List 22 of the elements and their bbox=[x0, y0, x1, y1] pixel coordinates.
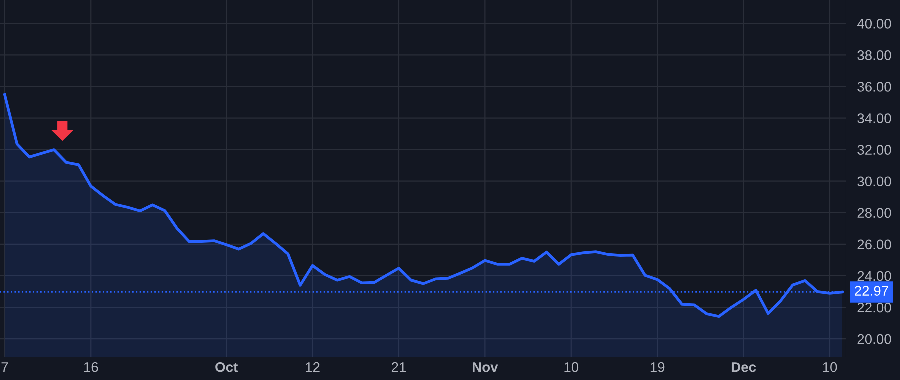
x-tick-label: 21 bbox=[392, 362, 406, 372]
y-tick-label: 32.00 bbox=[858, 145, 892, 155]
y-tick-label: 26.00 bbox=[858, 240, 892, 250]
x-tick-label: Oct bbox=[216, 362, 238, 372]
x-tick-label: 10 bbox=[823, 362, 838, 372]
y-tick-label: 34.00 bbox=[858, 114, 892, 124]
y-tick-label: 22.00 bbox=[858, 302, 892, 313]
y-tick-label: 36.00 bbox=[858, 82, 892, 92]
x-tick-label: 19 bbox=[650, 362, 665, 372]
y-tick-label: 40.00 bbox=[857, 18, 892, 29]
y-tick-label: 20.00 bbox=[858, 334, 892, 344]
x-tick-label: 7 bbox=[2, 362, 8, 372]
ref-line-label: 22.97 bbox=[855, 286, 888, 296]
y-tick-label: 38.00 bbox=[858, 50, 892, 60]
y-tick-label: 30.00 bbox=[858, 176, 892, 187]
y-tick-label: 28.00 bbox=[858, 208, 892, 218]
x-tick-label: 16 bbox=[84, 362, 98, 372]
x-tick-label: 10 bbox=[564, 362, 579, 372]
x-tick-label: Dec bbox=[732, 362, 756, 372]
y-tick-label: 24.00 bbox=[858, 271, 892, 282]
x-tick-label: 12 bbox=[306, 362, 320, 372]
x-tick-label: Nov bbox=[473, 362, 498, 372]
